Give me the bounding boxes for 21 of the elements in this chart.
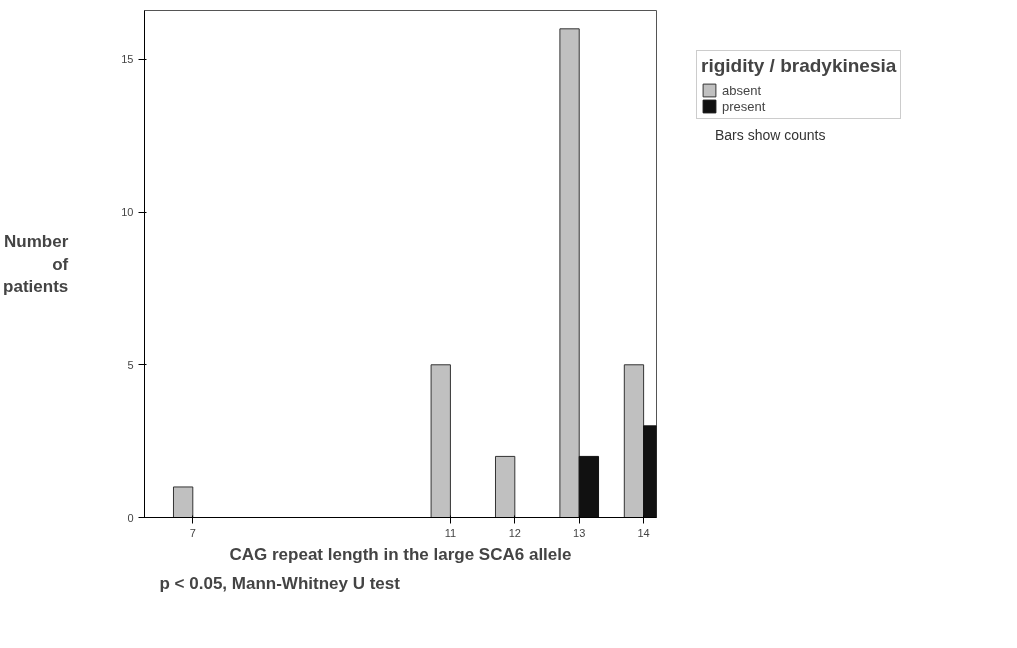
bar	[559, 28, 580, 518]
y-tick-label: 15	[121, 53, 134, 66]
x-axis-title: CAG repeat length in the large SCA6 allele	[229, 544, 572, 564]
legend-label: present	[722, 98, 766, 114]
text: Bars show counts	[715, 126, 826, 145]
x-tick-label: 13	[573, 526, 586, 539]
x-tick-label: 14	[637, 526, 650, 539]
bar	[172, 486, 194, 518]
x-tick-label: 7	[189, 526, 196, 539]
y-tick-label: 0	[127, 511, 134, 524]
text: p < 0.05, Mann-Whitney U test	[159, 573, 401, 593]
legend-title: rigidity / bradykinesia	[701, 55, 897, 77]
bar	[494, 455, 516, 518]
y-axis-title: Number of patients	[3, 231, 69, 297]
legend-label: absent	[722, 82, 762, 98]
bar	[430, 364, 451, 518]
y-tick-label: 10	[121, 206, 134, 219]
x-tick-label: 12	[508, 526, 521, 539]
bar	[623, 364, 645, 518]
y-tick-label: 5	[127, 358, 134, 371]
x-tick-label: 11	[444, 526, 457, 539]
